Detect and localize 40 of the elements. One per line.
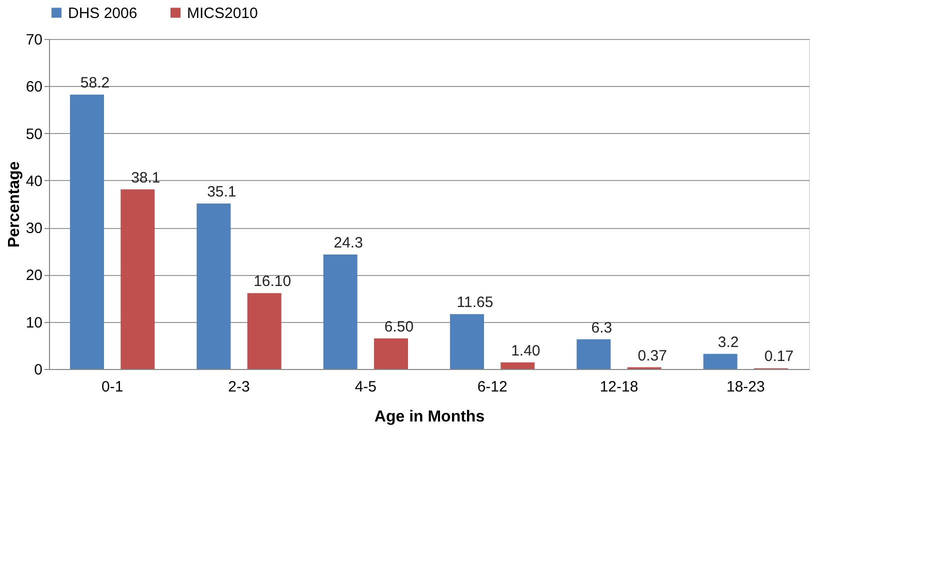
- x-tick-label: 12-18: [600, 378, 638, 396]
- legend-label: DHS 2006: [68, 4, 138, 22]
- bar: [703, 354, 738, 369]
- bar: [247, 293, 282, 369]
- x-tick-label: 4-5: [354, 378, 377, 396]
- y-tick-label: 50: [26, 126, 42, 143]
- bar: [374, 338, 408, 369]
- data-label: 3.2: [718, 334, 739, 351]
- data-label: 11.65: [456, 294, 494, 312]
- x-tick-label: 6-12: [477, 378, 508, 396]
- y-tick-label: 60: [26, 78, 42, 96]
- data-label: 0.17: [764, 348, 794, 366]
- x-tick-label: 2-3: [228, 378, 250, 396]
- data-label: 0.37: [638, 347, 667, 364]
- data-label: 58.2: [80, 74, 110, 92]
- data-label: 16.10: [254, 273, 292, 290]
- bar: [450, 314, 484, 369]
- bar: [196, 204, 231, 369]
- bar: [323, 254, 358, 369]
- bar: [500, 362, 535, 369]
- data-label: 24.3: [334, 234, 363, 252]
- x-tick-label: 18-23: [726, 378, 765, 396]
- x-tick-label: 0-1: [101, 378, 124, 396]
- data-label: 35.1: [207, 184, 236, 201]
- y-tick-label: 40: [26, 172, 42, 190]
- x-axis-title: Age in Months: [374, 408, 485, 426]
- data-label: 6.3: [591, 319, 612, 336]
- y-tick-label: 0: [34, 362, 42, 378]
- y-tick-label: 10: [26, 314, 42, 332]
- data-label: 6.50: [384, 318, 414, 336]
- data-label: 38.1: [131, 169, 160, 186]
- y-tick-label: 20: [26, 267, 42, 284]
- legend-label: MICS2010: [187, 4, 258, 22]
- y-axis-title: Percentage: [6, 161, 23, 248]
- bar: [120, 189, 155, 369]
- y-tick-label: 30: [26, 220, 42, 238]
- bar: [576, 339, 611, 369]
- data-label: 1.40: [511, 342, 540, 360]
- bar: [70, 94, 104, 369]
- y-tick-label: 70: [26, 32, 42, 48]
